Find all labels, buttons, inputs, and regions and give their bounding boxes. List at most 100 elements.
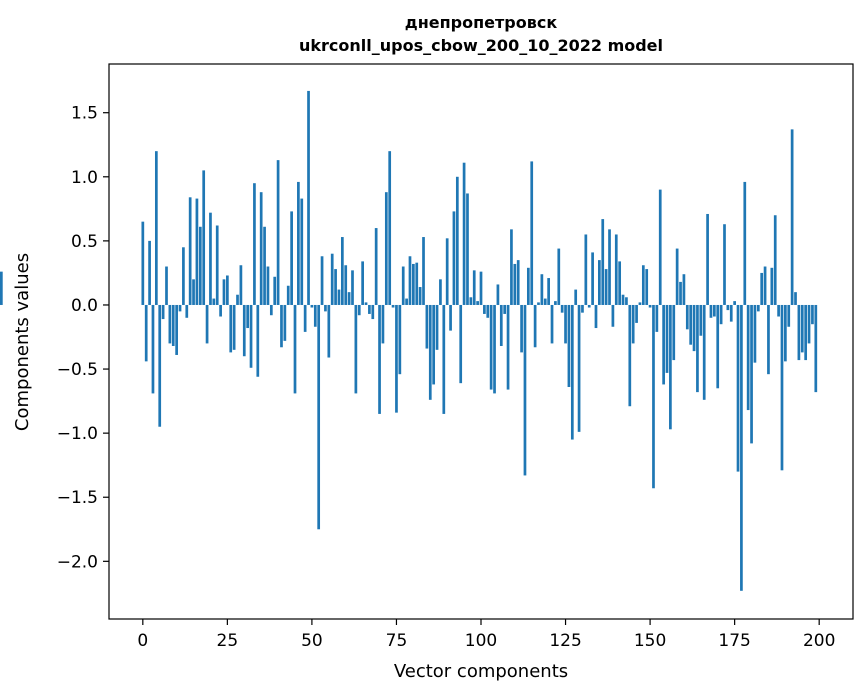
y-tick-label: −1.5 — [57, 488, 98, 508]
bar — [641, 265, 645, 305]
bar — [685, 304, 689, 330]
x-axis-label: Vector components — [394, 661, 568, 682]
bar — [320, 256, 324, 305]
bar — [533, 304, 537, 348]
bar — [658, 189, 662, 305]
chart-subtitle: ukrconll_upos_cbow_200_10_2022 model — [299, 36, 663, 55]
bar — [777, 304, 780, 317]
bar — [398, 304, 402, 375]
bar — [601, 219, 605, 305]
bar — [726, 304, 730, 311]
bar — [192, 279, 195, 305]
bar — [178, 304, 182, 312]
bar — [503, 304, 507, 314]
plot-frame — [108, 63, 854, 620]
bar — [581, 304, 584, 313]
bar — [618, 261, 622, 305]
bar — [608, 229, 611, 305]
bar — [364, 302, 368, 305]
bar — [435, 304, 439, 350]
bar — [425, 304, 429, 349]
bar — [709, 304, 713, 318]
bar — [232, 304, 236, 350]
bar — [621, 294, 625, 305]
x-tick-label: 150 — [634, 631, 666, 651]
bar — [246, 304, 250, 329]
bar — [489, 304, 493, 390]
bar — [432, 304, 436, 385]
bar — [689, 304, 693, 345]
bar — [523, 304, 527, 476]
bar — [756, 304, 760, 312]
bar — [307, 90, 310, 305]
bar — [259, 192, 263, 305]
bar — [753, 304, 757, 363]
bar — [449, 304, 452, 331]
y-tick-label: 0.5 — [71, 232, 98, 252]
bar — [770, 267, 774, 305]
bar — [242, 304, 246, 357]
bar — [188, 197, 192, 305]
bar — [283, 304, 287, 341]
bar — [405, 298, 408, 305]
y-tick-label: −2.0 — [57, 552, 98, 572]
bar — [719, 304, 723, 325]
bar — [442, 304, 446, 414]
bar — [378, 304, 381, 414]
bar — [324, 304, 327, 312]
bar — [794, 292, 797, 305]
bar — [567, 304, 571, 387]
bar — [361, 261, 364, 305]
bar — [804, 304, 808, 361]
bar — [334, 269, 337, 305]
bar — [226, 275, 229, 305]
bar — [692, 304, 696, 352]
bar — [814, 304, 818, 393]
bars-group — [0, 90, 818, 591]
bar — [415, 262, 419, 305]
bar — [526, 267, 530, 305]
bar — [395, 304, 398, 413]
bar — [381, 304, 385, 344]
bar — [811, 304, 814, 325]
bar — [493, 304, 496, 394]
bar — [219, 304, 222, 317]
bar — [611, 304, 615, 327]
bar — [662, 304, 665, 385]
bar — [631, 304, 635, 344]
y-tick-label: 1.0 — [71, 168, 98, 188]
x-tick-label: 25 — [217, 631, 239, 651]
bar — [760, 272, 764, 305]
bar — [368, 304, 371, 314]
bar — [574, 289, 578, 305]
bar — [185, 304, 189, 318]
bar — [239, 265, 243, 305]
bar — [682, 274, 686, 305]
bar — [371, 304, 375, 320]
bar — [800, 304, 804, 353]
bar — [357, 304, 361, 316]
bar — [537, 302, 540, 305]
bar — [340, 237, 344, 305]
bar — [554, 301, 557, 305]
bar — [168, 304, 172, 344]
bar — [297, 181, 300, 305]
bar — [293, 304, 297, 394]
bar — [736, 304, 740, 472]
y-tick-label: 1.5 — [71, 104, 98, 124]
bar — [229, 304, 233, 353]
bar — [310, 304, 314, 308]
bar — [286, 285, 290, 305]
bar — [144, 304, 148, 362]
bar — [763, 266, 767, 305]
bar — [330, 253, 334, 305]
bar — [317, 304, 321, 530]
bar — [151, 304, 155, 394]
y-tick-label: 0.0 — [71, 296, 98, 316]
bar — [266, 266, 270, 305]
bar — [195, 198, 199, 305]
bar — [696, 304, 699, 393]
bar — [466, 193, 469, 305]
x-tick-label: 100 — [465, 631, 497, 651]
bar — [347, 292, 351, 305]
